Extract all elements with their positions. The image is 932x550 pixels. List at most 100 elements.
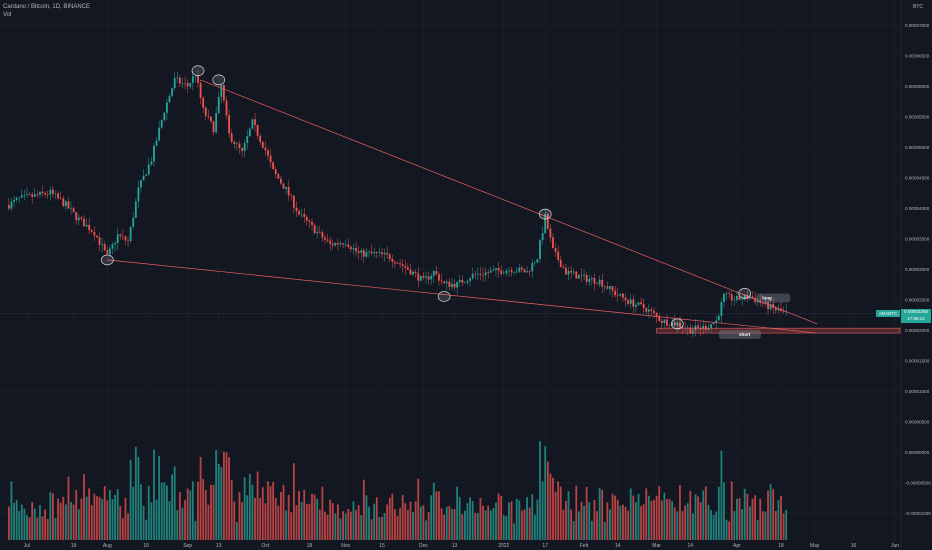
candle-body bbox=[552, 237, 554, 249]
candle-body bbox=[668, 325, 671, 327]
volume-bar bbox=[401, 495, 404, 540]
volume-bar bbox=[725, 519, 728, 540]
candle-body bbox=[381, 252, 383, 255]
volume-bar bbox=[616, 499, 619, 540]
candle-body bbox=[679, 322, 681, 328]
candle-body bbox=[567, 270, 570, 275]
candle-body bbox=[541, 233, 544, 241]
candle-body bbox=[769, 303, 772, 310]
date-tick-label: Dec bbox=[419, 543, 428, 549]
candle-body bbox=[458, 279, 461, 282]
candle-body bbox=[184, 83, 186, 84]
volume-bar bbox=[430, 495, 433, 540]
volume-bar bbox=[386, 504, 389, 540]
volume-bar bbox=[235, 522, 238, 540]
candle-body bbox=[145, 174, 148, 176]
volume-bar bbox=[150, 502, 153, 540]
chart-legend: Cardano / Bitcoin, 1D, BINANCE Vol bbox=[3, 3, 90, 19]
candle-body bbox=[653, 310, 655, 314]
candle-body bbox=[759, 300, 762, 304]
candle-body bbox=[650, 309, 653, 311]
volume-bar bbox=[505, 515, 508, 540]
candle-body bbox=[324, 237, 326, 240]
volume-bar bbox=[559, 486, 562, 540]
candle-body bbox=[119, 234, 122, 236]
volume-bar bbox=[409, 501, 412, 540]
volume-bar bbox=[49, 492, 52, 540]
candle-body bbox=[305, 216, 308, 221]
volume-bar bbox=[495, 502, 497, 540]
price-tick-label: 0.00001500 bbox=[905, 358, 930, 363]
circle-marker bbox=[538, 208, 552, 220]
volume-bar bbox=[189, 490, 192, 540]
candle-body bbox=[712, 322, 715, 325]
volume-bar bbox=[689, 490, 692, 540]
volume-bar bbox=[448, 505, 451, 540]
volume-bar bbox=[287, 494, 290, 540]
date-tick-label: 14 bbox=[615, 543, 621, 549]
volume-bar bbox=[251, 484, 254, 540]
candle-body bbox=[246, 136, 249, 144]
volume-bar bbox=[469, 497, 471, 540]
candle-body bbox=[334, 243, 337, 246]
candle-body bbox=[689, 327, 692, 334]
volume-bar bbox=[20, 504, 23, 540]
candle-body bbox=[596, 283, 598, 285]
volume-bar bbox=[432, 482, 435, 540]
candle-body bbox=[717, 315, 720, 321]
candle-body bbox=[658, 316, 661, 321]
candle-body bbox=[736, 296, 738, 300]
candle-body bbox=[274, 169, 277, 174]
candle-body bbox=[277, 173, 280, 179]
volume-bar bbox=[355, 510, 357, 540]
volume-bar bbox=[728, 521, 731, 540]
candle-body bbox=[533, 262, 536, 264]
circle-marker bbox=[100, 254, 114, 266]
volume-bar bbox=[210, 484, 212, 540]
volume-bar bbox=[497, 493, 500, 540]
volume-bar bbox=[435, 491, 438, 540]
volume-bar bbox=[619, 505, 622, 540]
date-tick-label: Mar bbox=[652, 543, 661, 549]
volume-bar bbox=[324, 511, 326, 540]
volume-bar bbox=[391, 493, 394, 540]
volume-bar bbox=[93, 493, 96, 540]
candle-body bbox=[539, 240, 541, 259]
candle-body bbox=[671, 322, 674, 326]
candle-body bbox=[352, 248, 355, 250]
candle-body bbox=[23, 194, 26, 196]
candle-body bbox=[96, 235, 98, 238]
price-tick-label: 0.00003000 bbox=[905, 267, 930, 272]
volume-bar bbox=[96, 496, 98, 540]
volume-bar bbox=[694, 494, 697, 540]
price-tick-label: 0.00000500 bbox=[905, 419, 930, 424]
candle-body bbox=[121, 235, 124, 237]
volume-bar bbox=[746, 493, 749, 540]
volume-bar bbox=[518, 500, 521, 540]
candle-body bbox=[98, 237, 101, 245]
price-tick-label: 0.00005500 bbox=[905, 114, 930, 119]
volume-bar bbox=[308, 503, 311, 540]
volume-bar bbox=[394, 509, 396, 540]
candle-body bbox=[132, 217, 135, 227]
volume-label: Vol bbox=[3, 12, 12, 18]
candle-body bbox=[189, 82, 192, 87]
candle-body bbox=[46, 194, 49, 196]
volume-bar bbox=[399, 508, 402, 540]
candle-body bbox=[67, 201, 70, 209]
candle-body bbox=[212, 121, 215, 133]
candle-body bbox=[318, 231, 321, 233]
volume-bar bbox=[440, 508, 443, 540]
candle-body bbox=[642, 304, 645, 309]
volume-bar bbox=[370, 519, 373, 540]
volume-bar bbox=[663, 492, 666, 540]
candle-body bbox=[772, 303, 775, 308]
volume-bar bbox=[223, 451, 225, 540]
volume-bar bbox=[181, 507, 184, 540]
candle-body bbox=[720, 302, 723, 316]
date-tick-label: Oct bbox=[261, 543, 269, 549]
volume-bar bbox=[300, 501, 303, 540]
volume-bar bbox=[673, 507, 676, 540]
